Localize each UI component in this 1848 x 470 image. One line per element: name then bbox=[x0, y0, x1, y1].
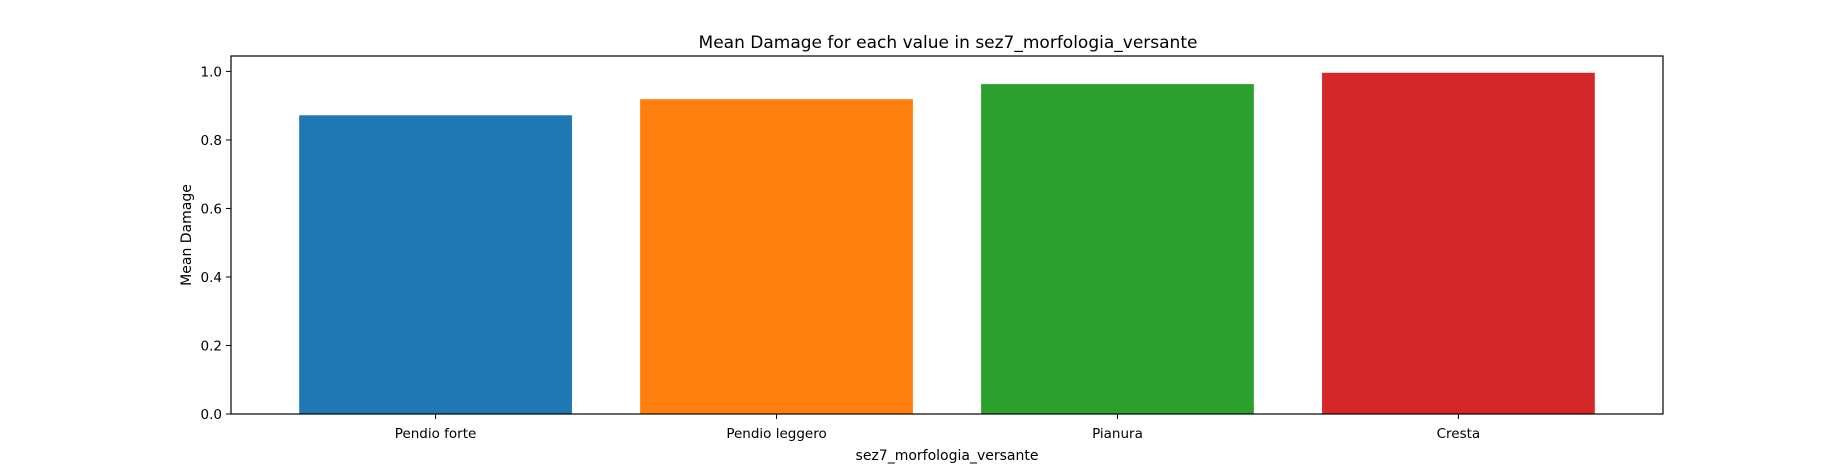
y-axis: 0.0 0.2 0.4 0.6 0.8 1.0 bbox=[201, 64, 231, 423]
y-tick-label: 1.0 bbox=[201, 64, 222, 80]
x-axis: Pendio forte Pendio leggero Pianura Cresta bbox=[395, 414, 1480, 442]
x-tick-label: Pendio leggero bbox=[726, 426, 826, 442]
x-tick-label: Pianura bbox=[1092, 426, 1143, 442]
y-tick-label: 0.6 bbox=[201, 201, 222, 217]
bar-cresta bbox=[1322, 72, 1595, 414]
bar-pianura bbox=[981, 84, 1254, 415]
y-tick-label: 0.0 bbox=[201, 407, 222, 423]
x-tick-label: Cresta bbox=[1437, 426, 1481, 442]
bar-pendio-forte bbox=[299, 115, 572, 415]
x-tick-label: Pendio forte bbox=[395, 426, 477, 442]
chart-title: Mean Damage for each value in sez7_morfo… bbox=[699, 33, 1198, 53]
y-tick-label: 0.4 bbox=[201, 270, 222, 286]
bars-group bbox=[299, 72, 1595, 415]
y-tick-label: 0.8 bbox=[201, 133, 222, 149]
x-axis-label: sez7_morfologia_versante bbox=[856, 448, 1039, 464]
plot-frame bbox=[230, 55, 1664, 415]
bar-pendio-leggero bbox=[640, 99, 913, 414]
y-axis-label: Mean Damage bbox=[179, 184, 195, 286]
y-tick-label: 0.2 bbox=[201, 338, 222, 354]
